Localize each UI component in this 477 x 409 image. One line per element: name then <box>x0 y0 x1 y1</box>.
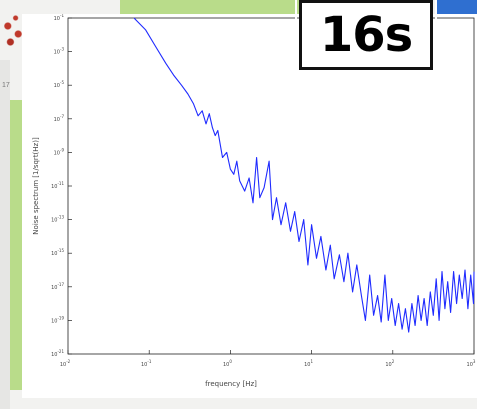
y-tick-label-6: 10-13 <box>51 215 64 224</box>
y-tick-label-0: 10-1 <box>54 14 65 22</box>
noise-spectrum-chart: 10-2 10-1 100 101 102 103 10-1 10-3 10-5 10-7 10-9… <box>22 14 477 398</box>
y-tick-label-5: 10-11 <box>51 181 64 190</box>
x-tick-label-3: 101 <box>304 359 313 368</box>
y-tick-label-9: 10-19 <box>51 315 64 324</box>
x-axis-title: frequency [Hz] <box>205 380 257 388</box>
y-axis-title: Noise spectrum [1/sqrt(Hz)] <box>32 137 40 235</box>
background-left-panel <box>0 60 10 409</box>
x-tick-label-1: 10-1 <box>141 359 152 368</box>
y-tick-label-2: 10-5 <box>54 80 65 89</box>
background-left-text: 17 <box>2 82 10 89</box>
y-tick-label-3: 10-7 <box>54 114 65 123</box>
chart-canvas: 10-2 10-1 100 101 102 103 10-1 10-3 10-5 10-7 10-9… <box>32 14 476 388</box>
x-tick-label-2: 100 <box>223 359 232 368</box>
y-tick-label-1: 10-3 <box>54 47 65 56</box>
plot-area: 10-2 10-1 100 101 102 103 10-1 10-3 10-5 10-7 10-9… <box>32 14 476 388</box>
background-red-graphic <box>0 10 26 50</box>
x-tick-label-0: 10-2 <box>60 359 71 368</box>
background-blue-strip <box>436 0 477 16</box>
background-green-strip <box>120 0 320 14</box>
y-tick-label-4: 10-9 <box>54 147 65 156</box>
y-tick-label-7: 10-15 <box>51 248 64 257</box>
x-tick-label-4: 102 <box>385 359 394 368</box>
series-line-0 <box>133 17 475 333</box>
timer-badge: 16s <box>295 0 437 74</box>
background-left-green-bar <box>10 100 22 390</box>
y-tick-label-8: 10-17 <box>51 282 64 291</box>
y-tick-label-10: 10-21 <box>51 349 64 358</box>
x-tick-label-5: 103 <box>467 359 476 368</box>
